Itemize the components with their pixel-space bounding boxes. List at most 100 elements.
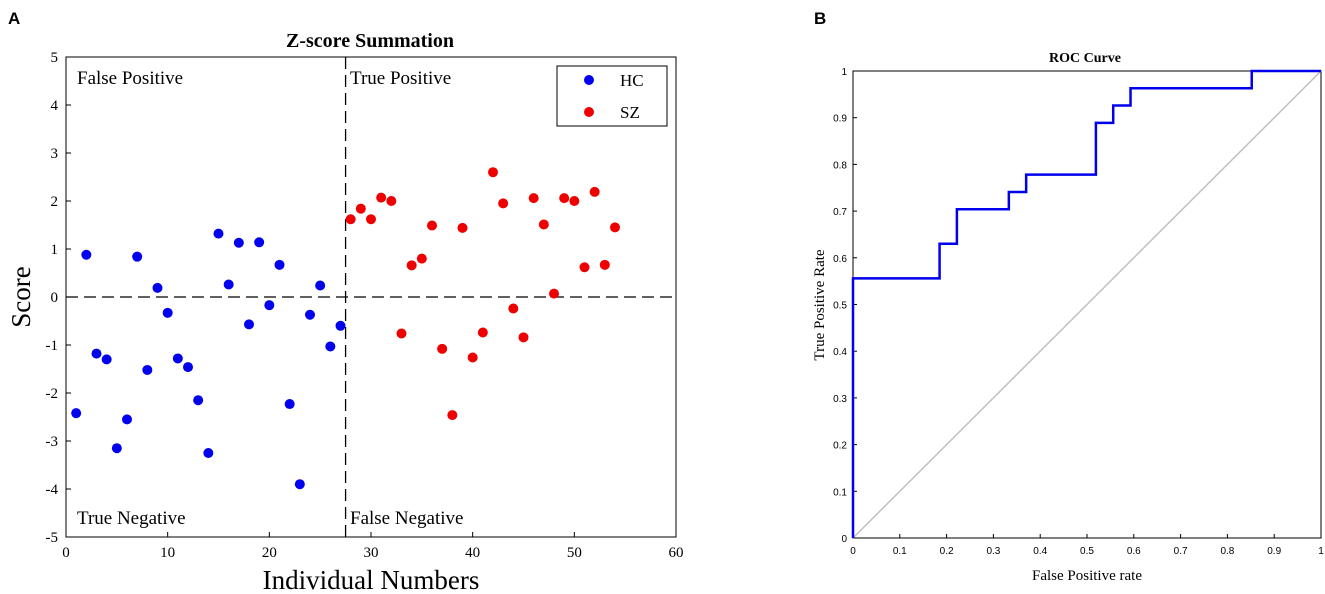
sz-point <box>416 253 427 264</box>
y-tick-label: 0.9 <box>833 114 847 125</box>
hc-point <box>172 353 183 364</box>
quadrant-label-false-negative: False Negative <box>350 508 463 529</box>
legend-box <box>556 65 668 127</box>
sz-point <box>569 196 580 206</box>
sz-point <box>427 220 437 231</box>
hc-point <box>183 362 193 373</box>
sz-point <box>498 198 509 209</box>
legend-sz-label: SZ <box>620 103 640 122</box>
panel-b-letter: B <box>814 9 826 28</box>
hc-point <box>244 319 254 330</box>
hc-point <box>152 282 163 293</box>
sz-point <box>538 219 549 230</box>
chart-b-y-axis: 0 0.1 0.2 0.3 0.4 0.5 0.6 0.7 0.8 0.9 1 <box>833 67 857 545</box>
y-tick-label: 0.1 <box>833 487 847 498</box>
hc-point <box>142 364 153 375</box>
sz-point <box>457 222 468 233</box>
hc-point <box>335 320 346 331</box>
hc-point <box>122 414 132 425</box>
hc-point <box>81 249 92 260</box>
hc-point <box>315 280 326 291</box>
sz-point <box>559 193 570 204</box>
y-tick-label: 0.8 <box>833 160 847 171</box>
x-tick-label: 0 <box>850 546 856 557</box>
legend-hc-label: HC <box>620 71 644 90</box>
y-tick-label: -5 <box>46 530 59 546</box>
sz-point <box>386 196 397 206</box>
hc-point <box>284 399 295 410</box>
sz-point <box>467 352 478 363</box>
x-tick-label: 10 <box>160 545 175 561</box>
quadrant-label-true-negative: True Negative <box>77 508 186 529</box>
hc-point <box>213 228 224 239</box>
sz-point <box>345 214 356 225</box>
sz-point <box>355 203 366 214</box>
chart-b-title: ROC Curve <box>1049 51 1121 66</box>
sz-point <box>508 303 519 314</box>
roc-curve-chart: ROC Curve 0 0.1 0.2 0.3 0.4 0.5 0.6 0.7 0.8 0.9 1 … <box>812 51 1324 584</box>
y-tick-label: -4 <box>46 482 59 498</box>
quadrant-label-true-positive: True Positive <box>350 68 451 89</box>
x-tick-label: 0.8 <box>1220 546 1234 557</box>
hc-point <box>274 259 285 270</box>
y-tick-label: 2 <box>51 194 59 210</box>
chart-b-x-label: False Positive rate <box>1032 568 1142 584</box>
chart-a-y-axis: -5 -4 -3 -2 -1 0 1 2 3 4 5 <box>46 50 71 546</box>
panel-a-letter: A <box>8 9 20 28</box>
x-tick-label: 0.5 <box>1080 546 1094 557</box>
legend-sz-marker <box>584 107 594 117</box>
hc-point <box>162 307 173 318</box>
hc-point <box>101 354 112 365</box>
hc-point <box>111 443 122 454</box>
y-tick-label: 0.2 <box>833 441 847 452</box>
sz-point <box>610 222 620 233</box>
chart-a-y-label: Score <box>6 266 36 327</box>
x-tick-label: 0.3 <box>986 546 1000 557</box>
hc-point <box>91 348 102 359</box>
x-tick-label: 1 <box>1318 546 1324 557</box>
zscore-scatter-chart: Z-score Summation 0 10 20 30 40 50 60 -5-4-3-2… <box>6 30 684 594</box>
roc-curve-line <box>851 69 1321 538</box>
hc-point <box>294 479 305 490</box>
x-tick-label: 0.4 <box>1033 546 1047 557</box>
chart-a-points <box>71 167 620 490</box>
y-tick-label: 0 <box>841 534 847 545</box>
x-tick-label: 0.1 <box>893 546 907 557</box>
sz-point <box>579 262 590 273</box>
hc-point <box>132 251 143 262</box>
sz-point <box>396 328 407 339</box>
chart-a-x-label: Individual Numbers <box>263 565 480 594</box>
x-tick-label: 60 <box>669 545 684 561</box>
legend-hc-marker <box>584 75 594 85</box>
y-tick-label: 3 <box>51 146 59 162</box>
x-tick-label: 0.9 <box>1267 546 1281 557</box>
sz-point <box>447 410 458 421</box>
y-tick-label: 0.4 <box>833 347 847 358</box>
y-tick-label: 0.7 <box>833 207 847 218</box>
y-tick-label: -1 <box>46 338 59 354</box>
hc-point <box>264 300 275 311</box>
hc-point <box>193 395 204 406</box>
hc-point <box>233 237 244 248</box>
y-tick-label: -2 <box>46 386 59 402</box>
hc-point <box>71 408 82 419</box>
hc-point <box>254 237 265 248</box>
sz-point <box>599 259 610 270</box>
sz-point <box>589 186 600 197</box>
x-tick-label: 0.2 <box>940 546 954 557</box>
chart-a-legend: HC SZ <box>556 65 668 127</box>
chart-b-y-label: True Positive Rate <box>812 249 828 360</box>
sz-point <box>518 332 529 343</box>
x-tick-label: 0 <box>62 545 70 561</box>
y-tick-label: 0.3 <box>833 394 847 405</box>
x-tick-label: 40 <box>465 545 480 561</box>
sz-point <box>488 167 498 178</box>
chart-a-x-axis: 0 10 20 30 40 50 60 <box>62 532 684 561</box>
y-tick-label: 1 <box>841 67 847 78</box>
sz-point <box>437 343 448 354</box>
y-tick-label: 0.5 <box>833 301 847 312</box>
hc-point <box>203 448 214 458</box>
sz-point <box>549 288 559 299</box>
chart-b-x-axis: 0 0.1 0.2 0.3 0.4 0.5 0.6 0.7 0.8 0.9 1 <box>850 534 1324 557</box>
